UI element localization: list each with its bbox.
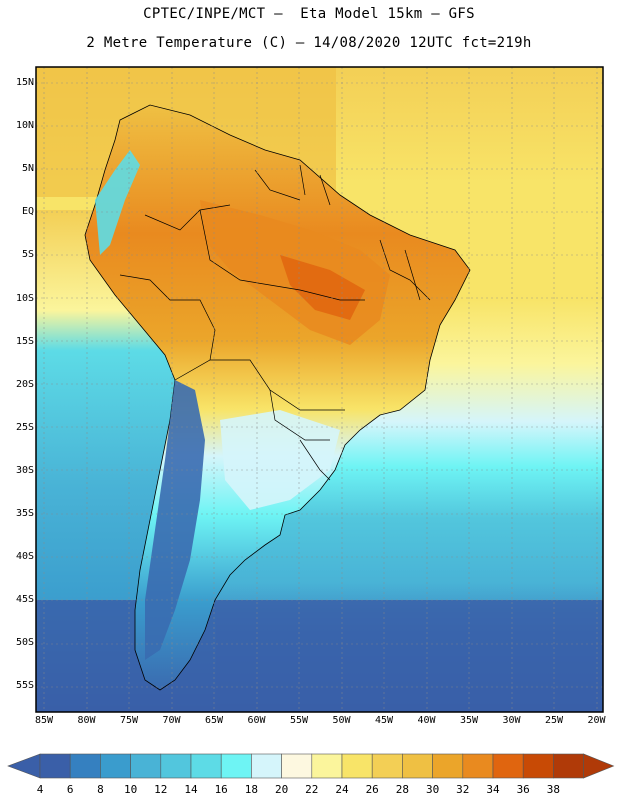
lon-label: 40W (417, 715, 436, 726)
colorbar-label: 36 (516, 783, 530, 796)
colorbar-label: 12 (154, 783, 168, 796)
lon-label: 65W (204, 715, 224, 726)
colorbar-label: 32 (456, 783, 470, 796)
lat-label: 50S (15, 637, 34, 649)
lon-label: 45W (374, 715, 394, 726)
colorbar-swatch (190, 753, 222, 779)
colorbar-swatch (69, 753, 101, 779)
lon-label: 20W (587, 715, 606, 726)
lon-label: 55W (289, 715, 309, 726)
lat-label: 30S (15, 464, 34, 476)
lat-label: 15S (15, 335, 34, 347)
map-title: CPTEC/INPE/MCT – Eta Model 15km – GFS (143, 6, 475, 22)
colorbar-label: 10 (123, 783, 138, 796)
colorbar-swatch (522, 753, 554, 779)
colorbar-label: 16 (214, 783, 228, 796)
lat-label: 10S (15, 292, 34, 304)
lon-label: 70W (162, 715, 181, 726)
southern-ocean (36, 600, 603, 712)
lat-label: 55S (15, 680, 34, 692)
colorbar-swatch (100, 753, 131, 779)
lon-label: 25W (544, 715, 564, 726)
lon-label: 30W (502, 715, 521, 726)
lat-label: 40S (15, 551, 34, 563)
colorbar-arrow-right (583, 753, 615, 779)
lat-label: 45S (15, 594, 34, 606)
map-subtitle: 2 Metre Temperature (C) – 14/08/2020 12U… (86, 35, 532, 51)
colorbar-label: 4 (36, 783, 44, 796)
colorbar-arrow-left (7, 753, 41, 779)
southern-andes (145, 380, 205, 660)
lat-label: 10N (15, 120, 34, 132)
lat-label: 5N (21, 163, 34, 175)
lon-label: 35W (459, 715, 479, 726)
colorbar-label: 26 (365, 783, 379, 796)
colorbar-label: 18 (244, 783, 259, 796)
colorbar-label: 34 (486, 783, 500, 796)
andes-cold (95, 150, 140, 255)
country-borders (119, 164, 431, 481)
colorbar-swatch (160, 753, 192, 779)
colorbar-label: 28 (395, 783, 410, 796)
lat-label: 5S (21, 249, 34, 261)
colorbar-swatch (492, 753, 524, 779)
colorbar-swatch (402, 753, 433, 779)
lon-label: 50W (332, 715, 351, 726)
pampas-cool (220, 410, 340, 510)
lat-label: 20S (15, 378, 34, 390)
colorbar-swatch (220, 753, 252, 779)
colorbar-swatch (553, 753, 584, 779)
colorbar-swatch (251, 753, 282, 779)
lat-label: 35S (15, 508, 34, 519)
map-frame (35, 66, 604, 713)
lat-label: 25S (15, 421, 34, 433)
colorbar-swatch (371, 753, 403, 779)
colorbar-label: 6 (66, 783, 74, 796)
colorbar-label: 14 (184, 783, 198, 796)
colorbar (7, 753, 615, 779)
colorbar-swatch (311, 753, 343, 779)
colorbar-swatch (281, 753, 313, 779)
lon-label: 60W (247, 715, 266, 726)
colorbar-label: 8 (97, 783, 104, 796)
colorbar-label: 38 (546, 783, 561, 796)
colorbar-swatch (462, 753, 494, 779)
colorbar-label: 24 (335, 783, 349, 796)
colorbar-label: 30 (425, 783, 440, 796)
colorbar-swatch (341, 753, 373, 779)
colorbar-label: 22 (305, 783, 319, 796)
lat-label: EQ (21, 206, 34, 218)
lon-label: 80W (77, 715, 96, 726)
lon-label: 85W (34, 715, 54, 726)
lon-label: 75W (119, 715, 139, 726)
colorbar-swatch (130, 753, 162, 779)
colorbar-label: 20 (274, 783, 289, 796)
lat-label: 15N (15, 77, 34, 88)
hottest-core (280, 255, 365, 320)
colorbar-swatch (39, 753, 71, 779)
colorbar-swatch (432, 753, 464, 779)
